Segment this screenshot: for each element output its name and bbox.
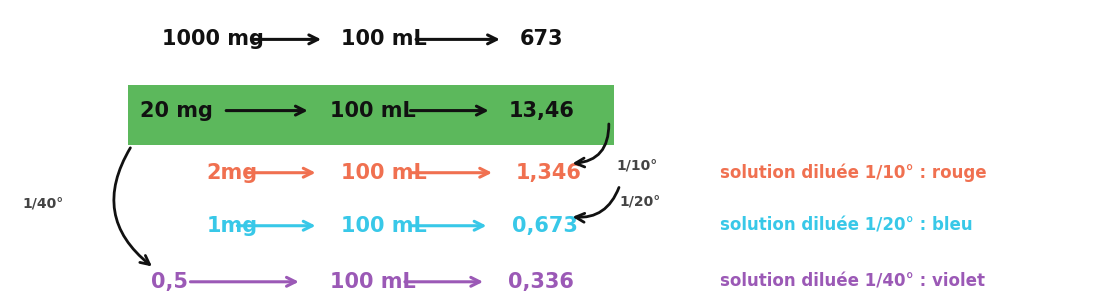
Text: 1mg: 1mg xyxy=(207,216,258,236)
FancyBboxPatch shape xyxy=(128,85,614,145)
Text: 100 mL: 100 mL xyxy=(341,216,427,236)
Text: 100 mL: 100 mL xyxy=(330,101,416,121)
Text: 20 mg: 20 mg xyxy=(140,101,212,121)
Text: solution diluée 1/10° : rouge: solution diluée 1/10° : rouge xyxy=(720,163,987,182)
Text: 0,336: 0,336 xyxy=(508,272,574,292)
Text: 100 mL: 100 mL xyxy=(341,163,427,183)
Text: 13,46: 13,46 xyxy=(508,101,574,121)
Text: 1/40°: 1/40° xyxy=(22,196,64,210)
Text: 0,5: 0,5 xyxy=(151,272,188,292)
Text: 1/10°: 1/10° xyxy=(617,158,658,172)
Text: 673: 673 xyxy=(519,29,563,49)
Text: 100 mL: 100 mL xyxy=(330,272,416,292)
Text: 1000 mg: 1000 mg xyxy=(162,29,264,49)
Text: solution diluée 1/20° : bleu: solution diluée 1/20° : bleu xyxy=(720,217,973,235)
Text: 1,346: 1,346 xyxy=(516,163,582,183)
Text: 1/20°: 1/20° xyxy=(620,195,661,208)
Text: 0,673: 0,673 xyxy=(512,216,577,236)
Text: 100 mL: 100 mL xyxy=(341,29,427,49)
Text: 2mg: 2mg xyxy=(207,163,258,183)
Text: solution diluée 1/40° : violet: solution diluée 1/40° : violet xyxy=(720,273,985,291)
